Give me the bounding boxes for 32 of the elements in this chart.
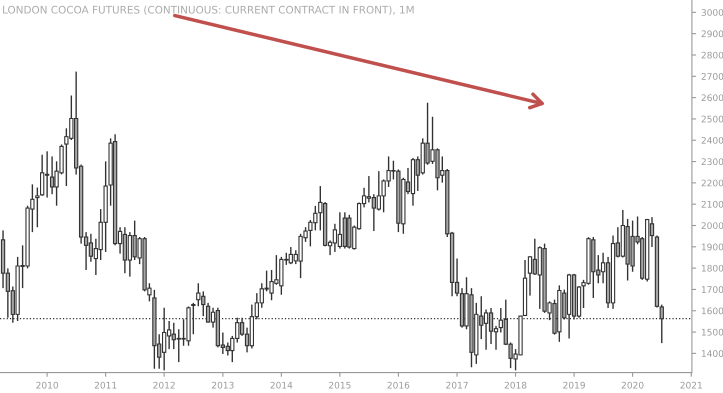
candlestick: [35, 186, 40, 228]
x-tick-label: 2015: [329, 382, 351, 389]
y-tick-label: 2100: [702, 200, 723, 208]
y-tick-label: 1500: [702, 328, 723, 336]
x-tick-label: 2013: [212, 382, 234, 389]
y-tick-label: 2700: [702, 73, 723, 80]
x-tick-label: 2010: [36, 382, 58, 389]
x-tick-label: 2018: [504, 382, 526, 389]
y-tick-label: 2000: [702, 222, 723, 230]
y-tick-label: 1600: [702, 307, 723, 314]
x-tick-label: 2021: [680, 382, 702, 389]
x-tick-label: 2016: [388, 382, 410, 389]
x-tick-label: 2019: [563, 382, 585, 389]
candlestick: [50, 156, 54, 195]
y-tick-label: 1700: [702, 286, 723, 293]
y-tick-label: 2800: [702, 52, 723, 59]
y-tick-label: 2200: [702, 180, 723, 186]
y-tick-label: 1400: [702, 350, 723, 357]
x-tick-label: 2012: [153, 382, 175, 389]
y-tick-label: 2900: [702, 30, 723, 38]
y-tick-label: 3000: [702, 9, 723, 16]
y-tick-label: 2400: [702, 136, 723, 144]
x-tick-label: 2011: [94, 382, 116, 389]
x-tick-label: 2014: [270, 382, 292, 389]
y-tick-label: 1900: [702, 244, 723, 250]
y-tick-label: 2300: [702, 158, 723, 166]
y-tick-label: 2600: [702, 94, 723, 102]
x-tick-label: 2017: [446, 382, 468, 389]
x-tick-label: 2020: [622, 382, 644, 389]
y-tick-label: 1800: [702, 264, 723, 272]
y-tick-label: 2500: [702, 116, 723, 122]
chart-title: LONDON COCOA FUTURES (CONTINUOUS: CURRENT CONTRACT IN FRONT), 1M: [3, 6, 414, 15]
